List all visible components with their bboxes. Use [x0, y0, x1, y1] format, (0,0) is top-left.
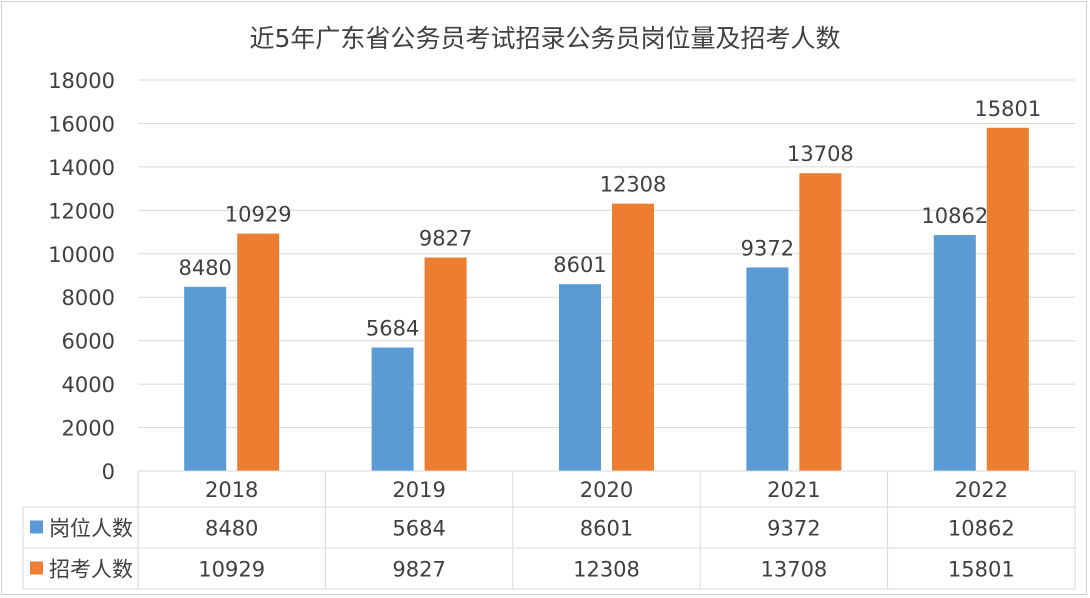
- table-cell: 12308: [573, 558, 640, 582]
- bar-positions: [184, 286, 227, 471]
- table-cell: 5684: [392, 517, 445, 541]
- data-label: 9372: [741, 236, 794, 260]
- data-label: 9827: [419, 227, 472, 251]
- bar-positions: [933, 235, 976, 471]
- table-cell: 15801: [948, 558, 1015, 582]
- data-label: 15801: [974, 97, 1041, 121]
- legend-label: 招考人数: [49, 558, 133, 582]
- y-tick-label: 14000: [48, 156, 115, 180]
- x-category-label: 2022: [955, 478, 1008, 502]
- bar-positions: [559, 284, 601, 471]
- table-cell: 10862: [948, 517, 1015, 541]
- data-label: 10929: [225, 203, 292, 227]
- y-tick-label: 0: [102, 460, 115, 484]
- data-label: 10862: [921, 204, 988, 228]
- bar-applicants: [424, 257, 467, 471]
- data-label: 8480: [178, 256, 231, 280]
- table-cell: 10929: [198, 558, 265, 582]
- legend-label: 岗位人数: [49, 517, 133, 541]
- x-category-label: 2018: [205, 478, 258, 502]
- data-label: 8601: [553, 253, 606, 277]
- y-tick-label: 12000: [48, 199, 115, 223]
- chart-title: 近5年广东省公务员考试招录公务员岗位量及招考人数: [250, 24, 841, 53]
- legend-swatch: [30, 520, 43, 534]
- bar-applicants: [986, 127, 1029, 472]
- table-cell: 8480: [205, 517, 258, 541]
- table-cell: 9827: [392, 558, 445, 582]
- y-tick-label: 6000: [62, 330, 115, 354]
- y-tick-label: 8000: [62, 286, 115, 310]
- data-label: 12308: [600, 173, 667, 197]
- bar-positions: [371, 347, 414, 471]
- bar-applicants: [612, 203, 654, 471]
- bar-positions: [746, 267, 789, 471]
- data-label: 5684: [366, 317, 419, 341]
- data-label: 13708: [787, 142, 854, 166]
- y-tick-label: 16000: [48, 112, 115, 136]
- table-cell: 9372: [767, 517, 820, 541]
- y-tick-label: 2000: [62, 417, 115, 441]
- x-category-label: 2019: [392, 478, 445, 502]
- y-tick-label: 4000: [62, 373, 115, 397]
- table-cell: 13708: [760, 558, 827, 582]
- y-tick-label: 18000: [48, 69, 115, 93]
- bar-applicants: [237, 233, 280, 471]
- x-category-label: 2020: [580, 478, 633, 502]
- table-cell: 8601: [580, 517, 633, 541]
- bar-applicants: [799, 173, 842, 471]
- x-category-label: 2021: [767, 478, 820, 502]
- y-tick-label: 10000: [48, 243, 115, 267]
- legend-swatch: [30, 561, 43, 575]
